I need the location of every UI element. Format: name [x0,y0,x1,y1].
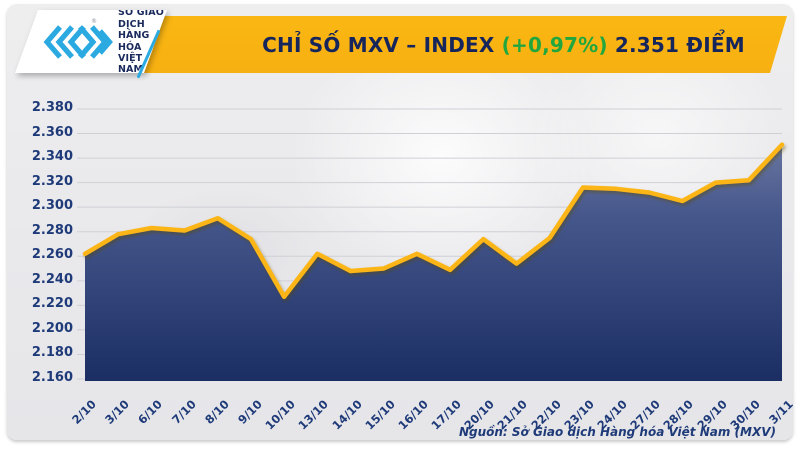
y-tick-label: 2.320 [31,173,73,189]
registered-mark: ® [91,18,97,25]
y-tick-label: 2.280 [31,222,73,238]
mxv-chevrons-icon [43,24,113,59]
logo-line-3: VIỆT NAM [118,52,144,76]
y-tick-label: 2.380 [31,100,73,115]
y-tick-label: 2.360 [31,124,73,140]
y-tick-label: 2.260 [31,247,73,263]
source-note: Nguồn: Sở Giao dịch Hàng hóa Việt Nam (M… [458,425,776,439]
y-tick-label: 2.220 [31,296,73,312]
index-line [82,142,785,300]
y-tick-label: 2.300 [31,198,73,214]
page-title: CHỈ SỐ MXV – INDEX (+0,97%) 2.351 ĐIỂM [262,33,745,57]
y-tick-label: 2.200 [31,320,73,336]
title-text: CHỈ SỐ MXV – INDEX [262,32,502,57]
index-value: 2.351 ĐIỂM [607,32,745,57]
change-percent: (+0,97%) [501,32,608,57]
logo-line-2: HÀNG HÓA [118,30,150,53]
y-tick-label: 2.160 [31,370,73,385]
mxv-logo: ® SỞ GIAO DỊCH HÀNG HÓA VIỆT NAM [15,10,167,73]
title-banner: CHỈ SỐ MXV – INDEX (+0,97%) 2.351 ĐIỂM [110,16,787,73]
report-panel: 2.380 2.360 2.340 2.320 2.300 2.280 2.260 2.240… [7,4,793,440]
logo-plate-wrap: ® SỞ GIAO DỊCH HÀNG HÓA VIỆT NAM [15,10,167,73]
logo-line-1: SỞ GIAO DỊCH [118,7,164,30]
logo-text: SỞ GIAO DỊCH HÀNG HÓA VIỆT NAM [118,7,167,76]
y-tick-label: 2.340 [31,149,73,165]
y-tick-label: 2.240 [31,271,73,287]
index-area-chart [77,108,785,381]
y-tick-label: 2.180 [31,345,73,361]
